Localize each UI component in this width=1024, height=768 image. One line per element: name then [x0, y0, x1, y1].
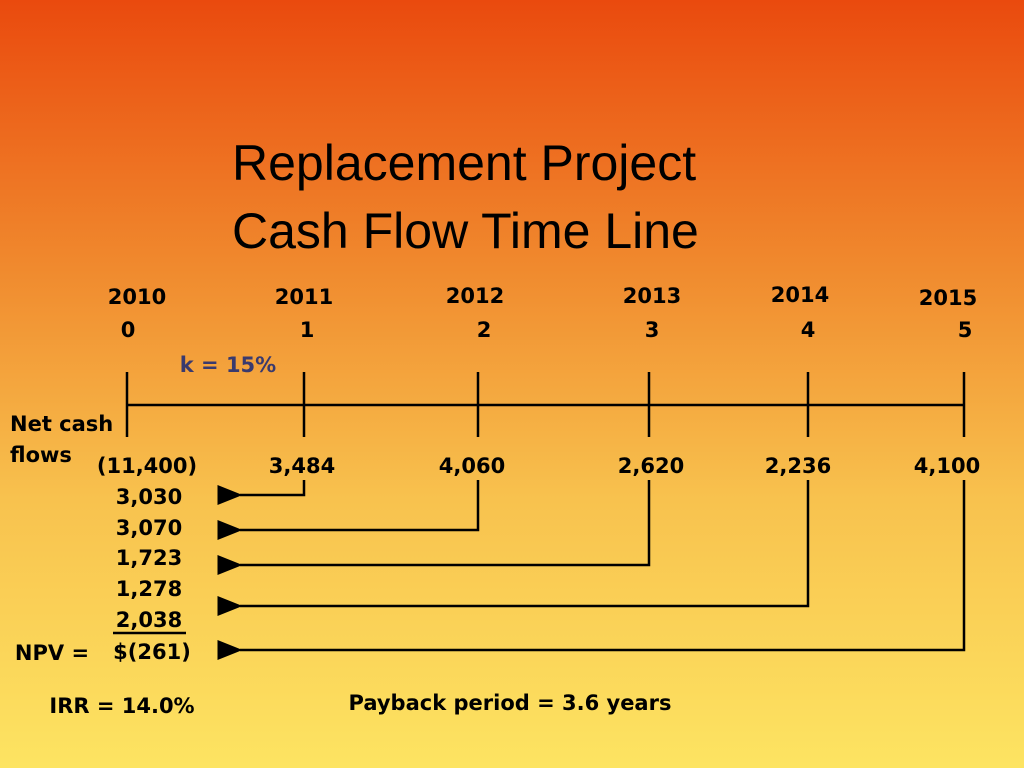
- discount-arrow: [217, 480, 306, 505]
- npv-label: NPV =: [15, 641, 89, 665]
- title-line: Replacement Project: [232, 135, 696, 191]
- present-value: 2,038: [116, 608, 182, 632]
- cash-flow: (11,400): [97, 454, 197, 478]
- cash-flow: 2,236: [765, 454, 831, 478]
- period-index: 3: [645, 318, 660, 342]
- row-label: Net cash: [10, 412, 113, 436]
- period-year: 2010: [108, 285, 166, 309]
- discount-arrow: [217, 480, 966, 660]
- period-year: 2011: [275, 285, 333, 309]
- row-label: flows: [10, 443, 72, 467]
- period-year: 2014: [771, 283, 829, 307]
- payback: Payback period = 3.6 years: [349, 691, 672, 715]
- present-value: 3,070: [116, 516, 182, 540]
- period-year: 2015: [919, 286, 977, 310]
- period-index: 2: [477, 318, 492, 342]
- period-index: 0: [121, 318, 136, 342]
- period-index: 4: [801, 318, 816, 342]
- discount-rate: k = 15%: [180, 353, 276, 377]
- cash-flow: 3,484: [269, 454, 335, 478]
- present-value: 1,723: [116, 546, 182, 570]
- irr: IRR = 14.0%: [49, 694, 194, 718]
- cash-flow: 2,620: [618, 454, 684, 478]
- title-line: Cash Flow Time Line: [232, 203, 699, 259]
- cash-flow: 4,100: [914, 454, 980, 478]
- discount-arrow: [217, 480, 810, 616]
- discount-arrow: [217, 480, 651, 575]
- present-value: 3,030: [116, 485, 182, 509]
- period-year: 2013: [623, 284, 681, 308]
- period-index: 5: [958, 318, 973, 342]
- present-value: 1,278: [116, 577, 182, 601]
- period-year: 2012: [446, 284, 504, 308]
- period-index: 1: [300, 318, 315, 342]
- npv-value: $(261): [113, 640, 191, 664]
- discount-arrow: [217, 480, 480, 540]
- cash-flow: 4,060: [439, 454, 505, 478]
